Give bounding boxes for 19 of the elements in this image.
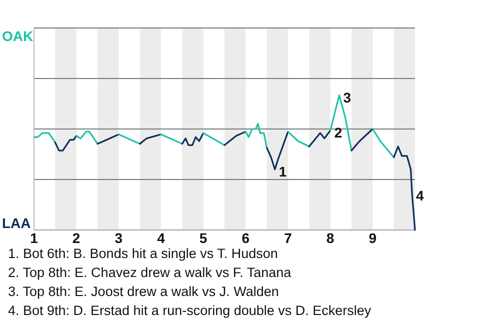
- x-tick-label: 2: [72, 230, 80, 246]
- text: OAK: [2, 28, 34, 44]
- text: 2. Top 8th: E. Chavez drew a walk vs F. Tanana: [8, 265, 292, 280]
- x-tick-label: 7: [284, 230, 292, 246]
- annotation: 2: [334, 124, 342, 140]
- text: 4. Bot 9th: D. Erstad hit a run-scoring double vs D. Eckersley: [8, 303, 372, 318]
- x-tick-label: 3: [114, 230, 123, 246]
- x-tick-label: 1: [30, 230, 38, 246]
- text: 3. Top 8th: E. Joost drew a walk vs J. Walden: [8, 284, 279, 299]
- text: 1. Bot 6th: B. Bonds hit a single vs T. Hudson: [8, 246, 278, 261]
- annotation: 3: [343, 89, 352, 106]
- annotation: 1: [278, 163, 287, 180]
- annotation: 4: [416, 188, 424, 204]
- x-tick-label: 4: [157, 230, 166, 246]
- x-tick-label: 9: [368, 230, 377, 246]
- x-tick-label: 5: [199, 230, 208, 246]
- x-tick-label: 6: [242, 230, 250, 246]
- x-tick-label: 8: [326, 230, 334, 246]
- text: LAA: [2, 215, 31, 231]
